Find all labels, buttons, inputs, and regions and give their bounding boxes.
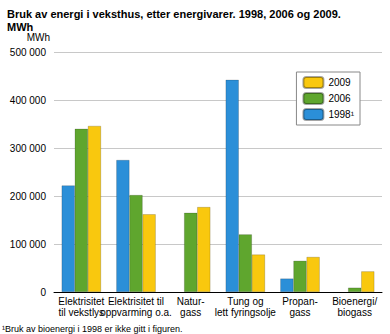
svg-text:biogass: biogass xyxy=(337,307,371,318)
svg-text:300 000: 300 000 xyxy=(10,143,47,154)
svg-text:200 000: 200 000 xyxy=(10,191,47,202)
svg-text:100 000: 100 000 xyxy=(10,239,47,250)
svg-text:2006: 2006 xyxy=(328,93,351,104)
svg-text:oppvarming o.a.: oppvarming o.a. xyxy=(100,307,172,318)
svg-text:Elektrisitet: Elektrisitet xyxy=(58,296,104,307)
svg-text:Bruk av energi i veksthus, ett: Bruk av energi i veksthus, etter energiv… xyxy=(7,8,341,20)
svg-text:Propan-: Propan- xyxy=(282,296,318,307)
svg-text:gass: gass xyxy=(289,307,310,318)
svg-text:lett fyringsolje: lett fyringsolje xyxy=(215,307,277,318)
svg-text:gass: gass xyxy=(180,307,201,318)
svg-text:Tung og: Tung og xyxy=(227,296,263,307)
svg-text:1998¹: 1998¹ xyxy=(328,109,354,120)
svg-text:400 000: 400 000 xyxy=(10,95,47,106)
svg-text:0: 0 xyxy=(40,287,46,298)
svg-text:¹Bruk av bioenergi i 1998 er i: ¹Bruk av bioenergi i 1998 er ikke gitt i… xyxy=(2,324,183,334)
svg-text:MWh: MWh xyxy=(27,32,50,43)
svg-text:2009: 2009 xyxy=(328,77,351,88)
svg-text:Elektrisitet til: Elektrisitet til xyxy=(108,296,164,307)
svg-text:til vekstlys: til vekstlys xyxy=(59,307,105,318)
svg-text:500 000: 500 000 xyxy=(10,47,47,58)
svg-text:Natur-: Natur- xyxy=(177,296,205,307)
svg-text:MWh: MWh xyxy=(7,21,34,33)
svg-text:Bioenergi/: Bioenergi/ xyxy=(332,296,377,307)
